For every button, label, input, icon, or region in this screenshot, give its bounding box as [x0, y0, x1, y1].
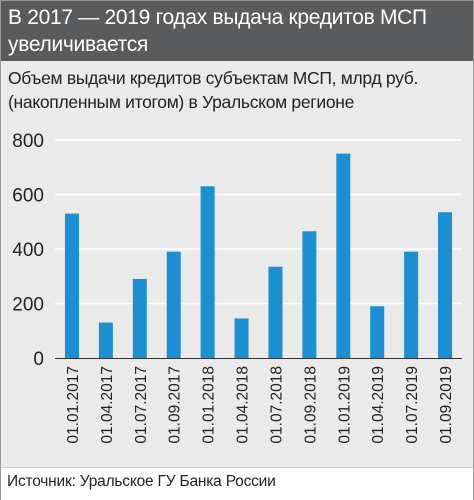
- x-tick-label: 01.04.2019: [370, 366, 387, 444]
- y-tick-label: 600: [12, 186, 44, 207]
- footer: [1, 467, 473, 500]
- source-note: Источник: Уральское ГУ Банка России: [7, 473, 276, 490]
- bar: [370, 306, 385, 358]
- bar: [98, 322, 113, 358]
- bar: [64, 213, 79, 358]
- y-axis-ticks: 0 200 400 600 800: [12, 131, 44, 370]
- y-tick-label: 400: [12, 240, 44, 261]
- y-tick-label: 0: [33, 349, 44, 370]
- header-band: В 2017 — 2019 годах выдача кредитов МСП …: [1, 1, 473, 61]
- x-tick-label: 01.01.2018: [201, 366, 218, 444]
- x-axis-ticks: 01.01.2017 01.04.2017 01.07.2017 01.09.2017…: [65, 366, 455, 444]
- x-tick-label: 01.09.2019: [438, 366, 455, 444]
- x-tick-label: 01.07.2019: [404, 366, 421, 444]
- chart-subtitle: Объем выдачи кредитов субъектам МСП, млр…: [8, 68, 419, 112]
- x-tick-label: 01.01.2017: [65, 366, 82, 444]
- plot-background: [1, 61, 473, 467]
- bar: [268, 266, 283, 358]
- bar: [132, 278, 147, 358]
- x-tick-label: 01.04.2018: [235, 366, 252, 444]
- y-tick-label: 200: [12, 295, 44, 316]
- chart-title: В 2017 — 2019 годах выдача кредитов МСП …: [8, 6, 427, 56]
- bar: [302, 231, 317, 358]
- bars: [64, 153, 453, 358]
- bar: [200, 186, 215, 358]
- y-tick-label: 800: [12, 131, 44, 152]
- gridlines: [55, 139, 462, 305]
- x-tick-label: 01.07.2017: [133, 366, 150, 444]
- bar: [166, 251, 181, 358]
- x-tick-label: 01.04.2017: [99, 366, 116, 444]
- bar: [404, 251, 419, 358]
- x-tick-label: 01.09.2017: [167, 366, 184, 444]
- x-tick-label: 01.07.2018: [268, 366, 285, 444]
- x-tick-label: 01.01.2019: [336, 366, 353, 444]
- bar: [438, 212, 453, 358]
- bar: [336, 153, 351, 358]
- x-tick-label: 01.09.2018: [302, 366, 319, 444]
- bar: [234, 318, 249, 358]
